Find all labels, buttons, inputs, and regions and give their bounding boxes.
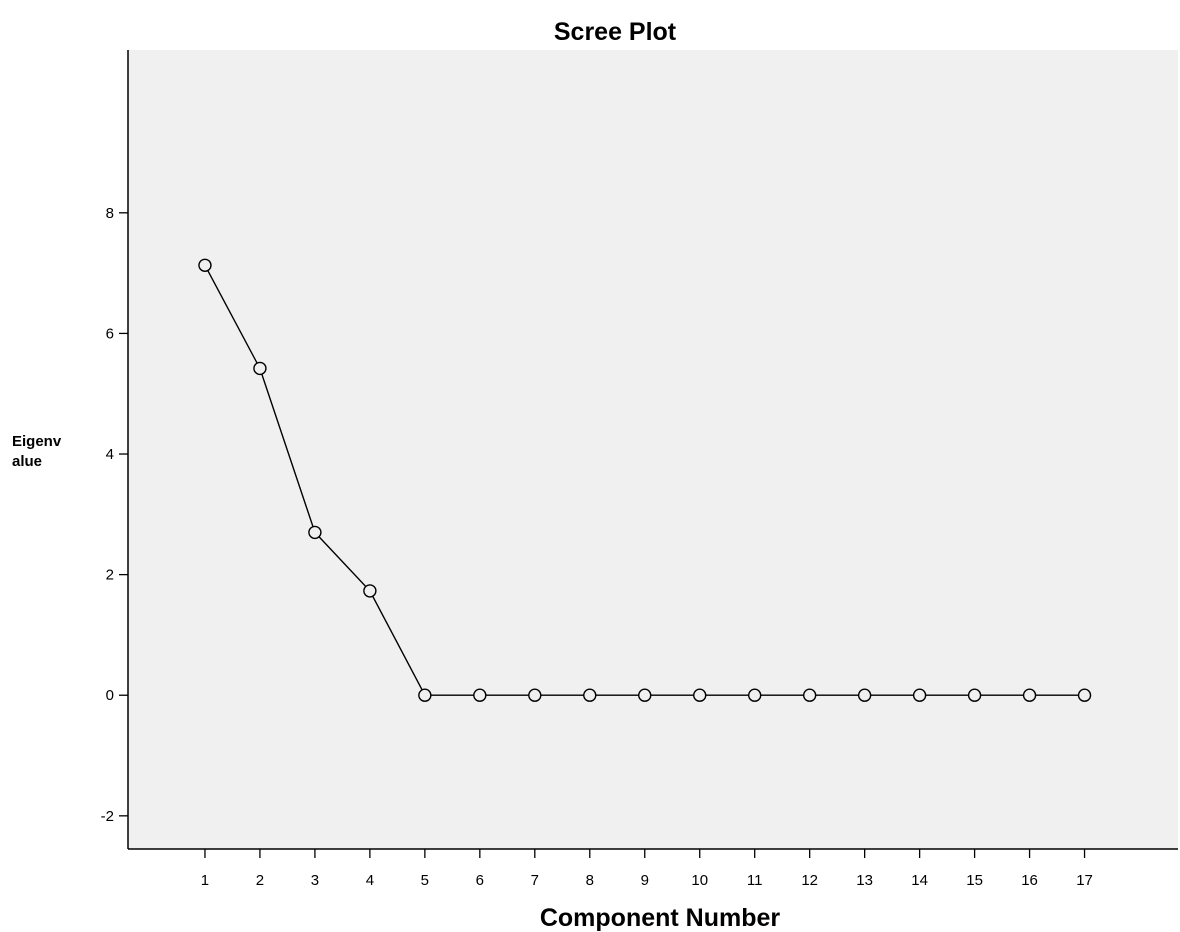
data-point-marker [912,688,927,702]
y-axis: -2 0 2 4 6 8 [101,50,129,849]
x-tick-label: 2 [256,872,264,889]
x-tick-label: 5 [421,872,429,889]
x-tick-label: 9 [641,872,649,889]
x-tick-label: 13 [856,872,873,889]
y-axis-label-line-1: Eigenv [12,433,62,450]
data-point-marker [583,688,597,702]
data-point-marker [418,688,432,702]
data-point-marker [253,361,267,376]
y-tick-label: 2 [106,567,114,584]
data-point-marker [967,688,982,702]
data-point-marker [198,258,212,272]
data-point-marker [693,688,707,702]
x-tick-label: 1 [201,872,209,889]
data-point-marker [802,688,817,702]
data-point-marker [1077,688,1092,702]
x-axis-label: Component Number [540,904,781,932]
x-tick-label: 17 [1076,872,1093,889]
data-point-marker [638,688,652,702]
x-tick-label: 7 [531,872,539,889]
chart-title: Scree Plot [554,18,677,46]
x-tick-label: 10 [691,872,708,889]
x-axis: 1 2 3 4 5 6 7 8 9 10 11 12 13 14 15 16 17 [128,848,1178,889]
x-tick-label: 4 [366,872,374,889]
data-point-marker [528,688,542,702]
series-markers [198,258,1092,702]
data-point-marker [308,525,322,540]
y-tick-label: -2 [101,808,114,825]
x-tick-label: 11 [747,872,763,889]
y-tick-label: 0 [106,687,114,704]
x-tick-label: 6 [476,872,484,889]
data-point-marker [473,688,487,702]
y-axis-label: Eigenv alue [12,433,65,470]
y-tick-label: 8 [106,205,114,222]
x-tick-label: 14 [911,872,928,889]
y-tick-label: 4 [106,446,114,463]
y-tick-label: 6 [106,325,114,342]
plot-area [128,50,1178,849]
x-tick-label: 15 [966,872,983,889]
x-tick-label: 16 [1021,872,1038,889]
data-point-marker [1022,688,1037,702]
x-tick-label: 3 [311,872,319,889]
y-axis-label-line-2: alue [12,453,42,470]
x-tick-label: 8 [586,872,594,889]
data-point-marker [748,688,762,702]
x-tick-label: 12 [801,872,818,889]
data-point-marker [857,688,872,702]
data-point-marker [363,584,377,598]
